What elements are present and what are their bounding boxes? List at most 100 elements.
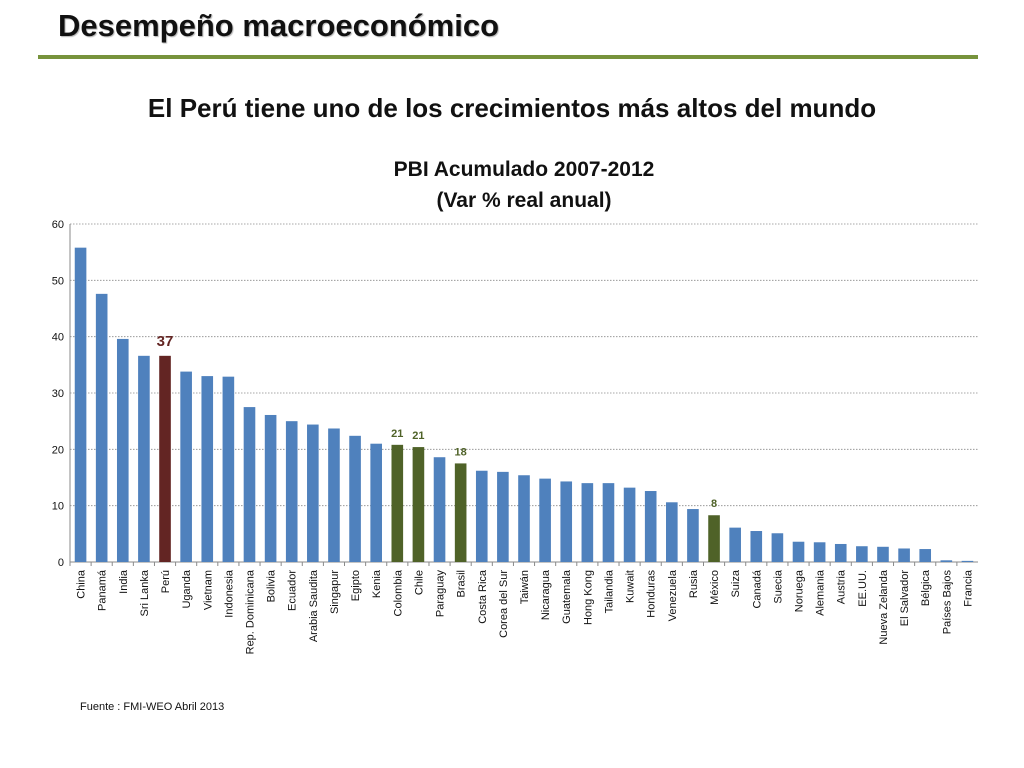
x-tick-label: Bélgica: [920, 569, 932, 606]
bar: [328, 428, 340, 562]
y-tick-label: 30: [52, 388, 64, 400]
bar: [95, 293, 108, 562]
x-tick-label: India: [118, 569, 130, 594]
chart-title-block: PBI Acumulado 2007-2012 (Var % real anua…: [0, 154, 1024, 216]
chart-subtitle: (Var % real anual): [436, 189, 612, 212]
x-tick-label: EE.UU.: [857, 570, 869, 607]
x-tick-label: Honduras: [646, 570, 658, 618]
x-tick-label: Suiza: [730, 569, 742, 597]
bar: [919, 549, 932, 562]
x-tick-label: Brasil: [456, 570, 468, 598]
x-tick-label: Guatemala: [561, 569, 573, 624]
x-tick-label: Taiwán: [519, 570, 531, 604]
x-tick-label: Singapur: [329, 570, 341, 614]
data-label: 37: [157, 333, 174, 350]
x-tick-label: Venezuela: [667, 569, 679, 621]
y-tick-label: 50: [52, 275, 64, 287]
bar: [792, 541, 805, 562]
x-tick-label: Francia: [962, 569, 974, 607]
bar: [687, 509, 699, 562]
x-tick-label: Canadá: [751, 569, 763, 608]
bar: [159, 355, 171, 562]
bar: [243, 407, 256, 562]
y-tick-label: 60: [52, 219, 64, 231]
bar: [201, 376, 214, 562]
x-tick-label: Nicaragua: [540, 569, 552, 620]
bar: [940, 560, 953, 562]
bar: [856, 546, 868, 562]
x-tick-label: Panamá: [97, 569, 109, 611]
data-label: 21: [412, 430, 424, 442]
bar: [475, 470, 488, 562]
x-tick-label: Noruega: [794, 569, 806, 612]
bar: [264, 414, 277, 562]
bar: [834, 543, 847, 562]
x-tick-label: China: [76, 569, 88, 599]
bar: [391, 444, 404, 562]
bar: [813, 542, 826, 562]
x-tick-label: Colombia: [392, 569, 404, 616]
data-label: 18: [455, 446, 467, 458]
bar: [877, 546, 889, 562]
bar: [644, 491, 657, 562]
x-tick-label: Indonesia: [223, 569, 235, 618]
x-tick-label: Uganda: [181, 569, 193, 608]
bar: [116, 338, 129, 562]
bar: [771, 533, 784, 562]
x-tick-label: Kenia: [371, 569, 383, 598]
bar: [222, 376, 235, 562]
x-tick-label: Sri Lanka: [139, 569, 151, 616]
x-tick-label: Nueva Zelanda: [878, 569, 890, 644]
bar: [539, 478, 551, 562]
data-label: 8: [711, 498, 717, 510]
bar: [497, 471, 509, 562]
source-note: Fuente : FMI-WEO Abril 2013: [80, 701, 225, 713]
x-tick-label: Bolivia: [266, 569, 278, 602]
x-tick-label: Perú: [160, 570, 172, 593]
y-tick-label: 0: [58, 557, 64, 569]
x-tick-label: Suecia: [772, 569, 784, 604]
bar: [518, 475, 530, 562]
bar: [666, 502, 678, 562]
bar: [349, 435, 361, 562]
y-tick-label: 20: [52, 444, 64, 456]
title-rule: [38, 55, 978, 59]
slide-title: Desempeño macroeconómico: [58, 8, 500, 43]
x-tick-label: Rep. Dominicana: [244, 569, 256, 654]
bar: [581, 483, 594, 562]
bar: [961, 560, 974, 562]
bar: [623, 487, 636, 562]
bar: [307, 424, 319, 562]
x-tick-label: Chile: [413, 570, 425, 595]
x-tick-label: Egipto: [350, 570, 362, 601]
bar: [285, 421, 298, 562]
chart-title: PBI Acumulado 2007-2012: [393, 158, 655, 181]
bar: [454, 463, 467, 562]
bar: [74, 247, 87, 562]
x-tick-label: Alemania: [815, 569, 827, 616]
x-tick-label: Tailandia: [603, 569, 615, 613]
bar: [729, 527, 741, 562]
headline: El Perú tiene uno de los crecimientos má…: [147, 93, 877, 123]
x-tick-label: Arabia Saudita: [308, 569, 320, 642]
bar: [412, 447, 425, 562]
x-tick-label: Austria: [836, 569, 848, 604]
x-tick-label: Paraguay: [435, 570, 447, 618]
x-tick-label: Corea del Sur: [498, 570, 510, 638]
data-label: 21: [391, 428, 403, 440]
x-tick-label: Países Bajos: [941, 570, 953, 635]
bar: [138, 355, 150, 562]
x-tick-label: Hong Kong: [582, 570, 594, 625]
bar: [898, 548, 910, 562]
x-tick-label: México: [709, 570, 721, 605]
y-tick-label: 10: [52, 501, 64, 513]
bar: [560, 481, 573, 562]
bar: [602, 483, 615, 562]
bar: [750, 531, 763, 562]
bar: [370, 443, 382, 562]
bar: [433, 457, 446, 562]
bar: [708, 515, 720, 562]
bar: [180, 371, 192, 562]
x-tick-label: El Salvador: [899, 570, 911, 627]
